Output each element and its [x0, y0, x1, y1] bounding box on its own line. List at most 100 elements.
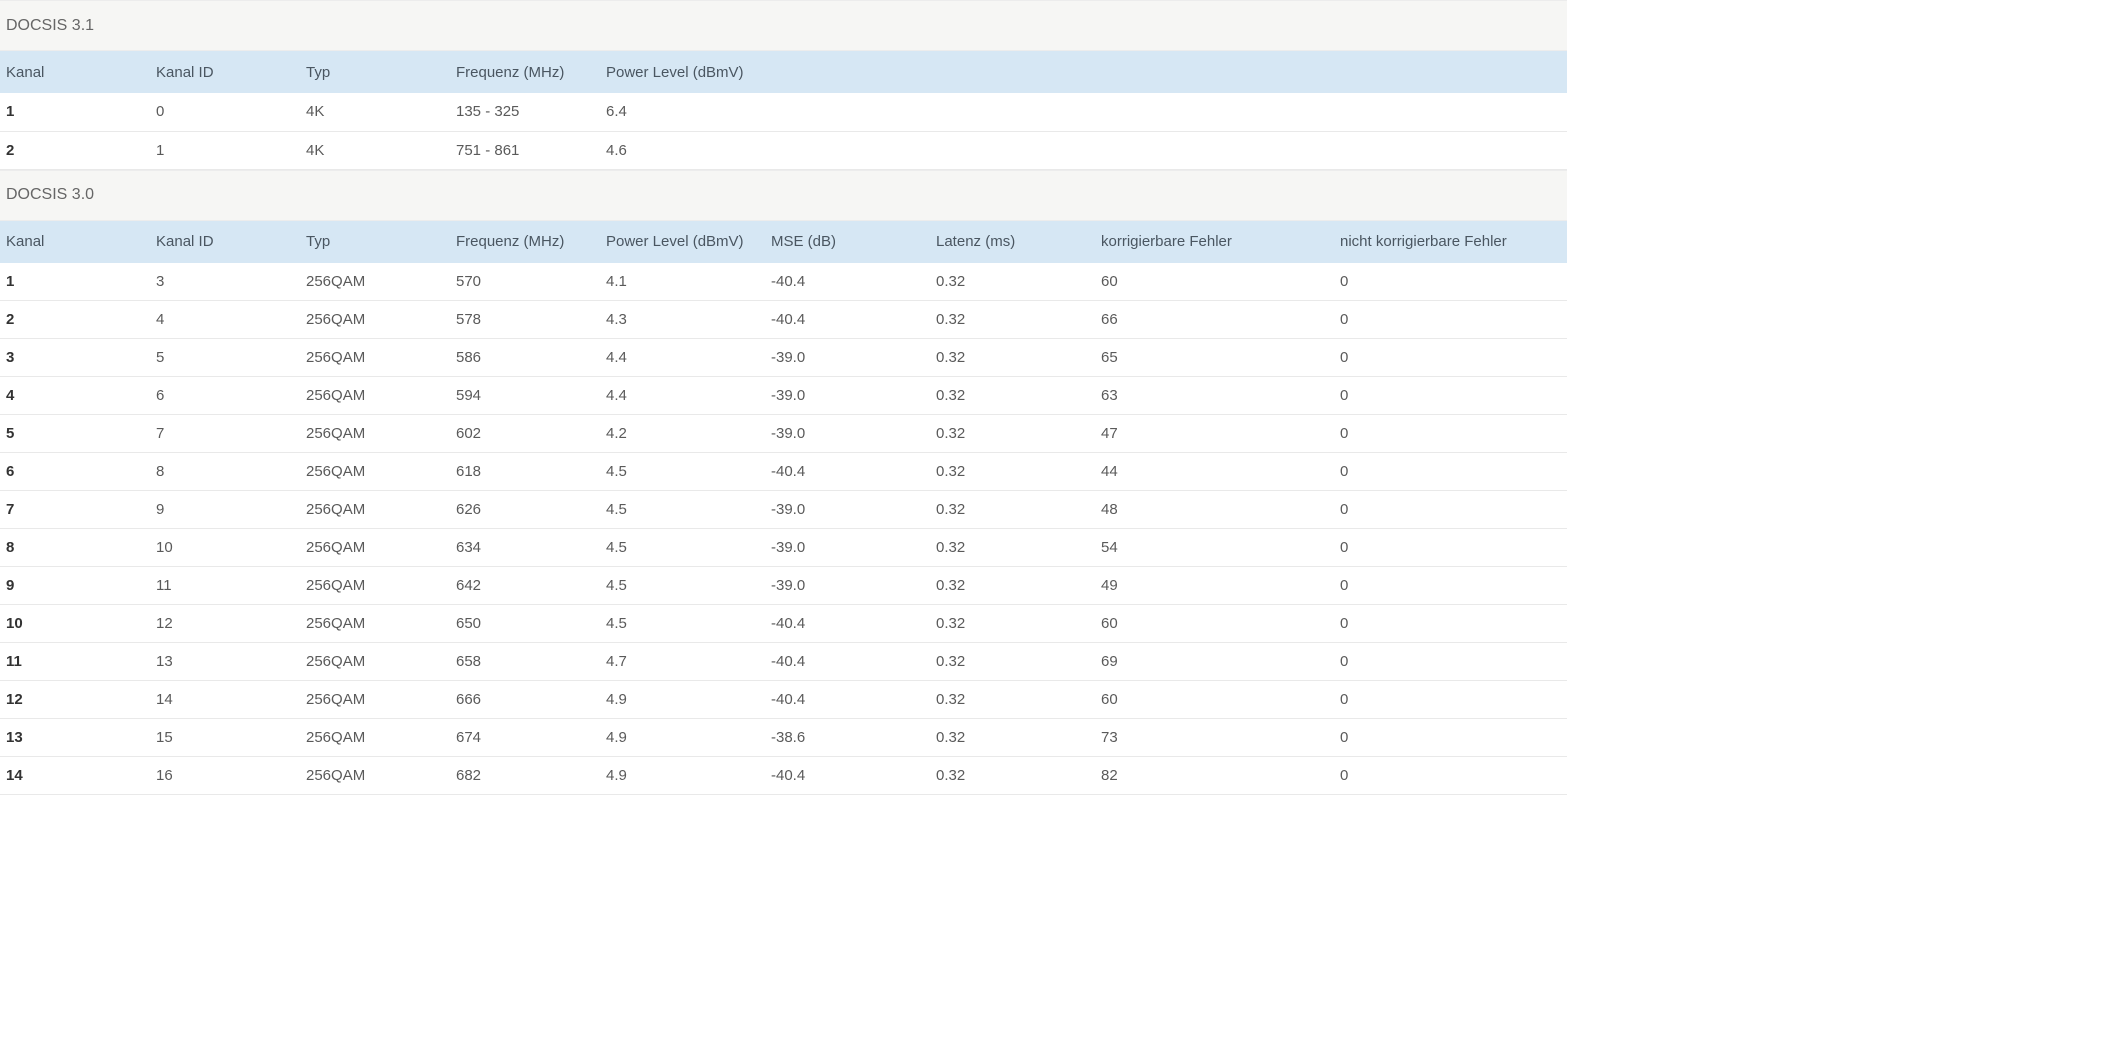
table-cell: 6.4	[606, 103, 627, 121]
column-header-frequenz: Frequenz (MHz)	[456, 233, 565, 250]
table-cell: 4.9	[606, 729, 627, 746]
cell-kanal: 5	[6, 425, 15, 442]
table-cell: 4.7	[606, 653, 627, 670]
table-cell: 3	[156, 272, 165, 290]
table-cell: -39.0	[771, 501, 806, 518]
table-cell: 0	[1340, 577, 1349, 594]
table-cell: 256QAM	[306, 425, 366, 442]
table-cell: 682	[456, 767, 482, 784]
table-cell: 586	[456, 349, 482, 366]
table-cell: 594	[456, 387, 482, 404]
table-cell: 0.32	[936, 425, 966, 442]
table-cell: 4.1	[606, 272, 627, 290]
table-cell: -40.4	[771, 272, 806, 290]
table-cell: 0.32	[936, 272, 966, 290]
table-row: 9 11 256QAM 642 4.5 -39.0 0.32 49 0	[0, 566, 1567, 605]
table-cell: 256QAM	[306, 653, 366, 670]
column-header-korrigierbare-fehler: korrigierbare Fehler	[1101, 233, 1232, 250]
table-cell: 4.4	[606, 387, 627, 404]
column-header-typ: Typ	[306, 233, 331, 250]
cell-kanal: 6	[6, 463, 15, 480]
table-row: 10 12 256QAM 650 4.5 -40.4 0.32 60 0	[0, 604, 1567, 643]
table-row: 14 16 256QAM 682 4.9 -40.4 0.32 82 0	[0, 756, 1567, 795]
table-cell: 15	[156, 729, 173, 746]
table-cell: 4K	[306, 103, 325, 121]
column-header-kanal: Kanal	[6, 233, 45, 250]
table-cell: 54	[1101, 539, 1118, 556]
table-cell: 0.32	[936, 311, 966, 328]
table-cell: 8	[156, 463, 165, 480]
cell-kanal: 4	[6, 387, 15, 404]
table-cell: 60	[1101, 272, 1118, 290]
table-cell-empty	[765, 93, 930, 131]
table-cell: 65	[1101, 349, 1118, 366]
column-header-mse: MSE (dB)	[771, 233, 837, 250]
table-row: 7 9 256QAM 626 4.5 -39.0 0.32 48 0	[0, 490, 1567, 529]
cell-kanal: 14	[6, 767, 23, 784]
column-header-empty	[930, 51, 1095, 93]
table-row: 11 13 256QAM 658 4.7 -40.4 0.32 69 0	[0, 642, 1567, 681]
table-cell: 0	[1340, 272, 1349, 290]
table-cell: 0.32	[936, 501, 966, 518]
table-cell: -40.4	[771, 463, 806, 480]
table-cell-empty	[1334, 131, 1567, 169]
table-cell: -39.0	[771, 539, 806, 556]
cell-kanal: 13	[6, 729, 23, 746]
table-cell: 47	[1101, 425, 1118, 442]
table-row: 4 6 256QAM 594 4.4 -39.0 0.32 63 0	[0, 376, 1567, 415]
table-cell: 4.6	[606, 141, 627, 159]
table-cell: 16	[156, 767, 173, 784]
cell-kanal: 2	[6, 311, 15, 328]
table-cell: 66	[1101, 311, 1118, 328]
table-row: 8 10 256QAM 634 4.5 -39.0 0.32 54 0	[0, 528, 1567, 567]
cell-kanal: 10	[6, 615, 23, 632]
table-cell: 60	[1101, 615, 1118, 632]
table-cell: 12	[156, 615, 173, 632]
table-row: 3 5 256QAM 586 4.4 -39.0 0.32 65 0	[0, 338, 1567, 377]
table-cell: 44	[1101, 463, 1118, 480]
column-header-empty	[1334, 51, 1567, 93]
table-row: 2 4 256QAM 578 4.3 -40.4 0.32 66 0	[0, 300, 1567, 339]
cell-kanal: 2	[6, 141, 15, 159]
cell-kanal: 8	[6, 539, 15, 556]
table-header-row: Kanal Kanal ID Typ Frequenz (MHz) Power …	[0, 220, 1567, 263]
table-cell: 256QAM	[306, 615, 366, 632]
table-cell: 7	[156, 425, 165, 442]
table-cell: -40.4	[771, 311, 806, 328]
table-cell: 14	[156, 691, 173, 708]
table-cell: 4K	[306, 141, 325, 159]
table-row: 1 3 256QAM 570 4.1 -40.4 0.32 60 0	[0, 262, 1567, 301]
table-cell: 0	[1340, 729, 1349, 746]
table-cell: 602	[456, 425, 482, 442]
cell-kanal: 9	[6, 577, 15, 594]
table-cell: 4.9	[606, 767, 627, 784]
column-header-frequenz: Frequenz (MHz)	[456, 63, 565, 81]
table-cell: 0	[1340, 615, 1349, 632]
table-cell: 0	[1340, 691, 1349, 708]
table-cell: 4.5	[606, 577, 627, 594]
docsis30-table: Kanal Kanal ID Typ Frequenz (MHz) Power …	[0, 220, 1567, 796]
table-cell: 13	[156, 653, 173, 670]
table-cell-empty	[765, 131, 930, 169]
table-cell: 11	[156, 577, 172, 594]
column-header-empty	[1095, 51, 1334, 93]
table-cell: 256QAM	[306, 463, 366, 480]
table-cell: 4.9	[606, 691, 627, 708]
table-cell: 0.32	[936, 463, 966, 480]
table-cell: 0.32	[936, 691, 966, 708]
section-title-docsis31: DOCSIS 3.1	[0, 0, 1567, 51]
table-cell: 256QAM	[306, 539, 366, 556]
table-cell: 0	[156, 103, 165, 121]
table-cell: 618	[456, 463, 482, 480]
table-cell: 0	[1340, 767, 1349, 784]
table-cell: 0	[1340, 501, 1349, 518]
table-cell: -39.0	[771, 577, 806, 594]
column-header-latenz: Latenz (ms)	[936, 233, 1016, 250]
column-header-power-level: Power Level (dBmV)	[606, 63, 744, 81]
table-cell: 0.32	[936, 729, 966, 746]
table-cell: 0	[1340, 425, 1349, 442]
table-cell: 49	[1101, 577, 1118, 594]
table-cell: 650	[456, 615, 482, 632]
table-row: 13 15 256QAM 674 4.9 -38.6 0.32 73 0	[0, 718, 1567, 757]
table-cell: -40.4	[771, 653, 806, 670]
